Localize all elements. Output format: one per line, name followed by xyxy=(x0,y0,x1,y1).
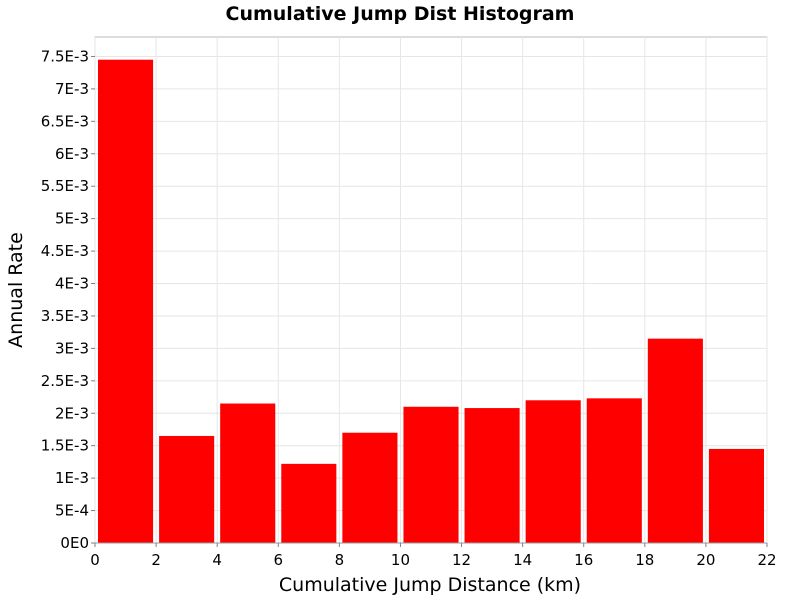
x-tick-label: 2 xyxy=(151,551,161,569)
histogram-bar xyxy=(220,403,276,543)
y-tick-label: 0E0 xyxy=(60,534,89,552)
y-tick-label: 7.5E-3 xyxy=(41,47,89,65)
x-tick-label: 18 xyxy=(635,551,654,569)
histogram-bar xyxy=(647,338,703,543)
x-tick-label: 22 xyxy=(757,551,776,569)
y-tick-label: 5E-3 xyxy=(55,210,89,228)
x-tick-label: 16 xyxy=(574,551,593,569)
x-tick-label: 4 xyxy=(212,551,222,569)
y-tick-label: 2E-3 xyxy=(55,404,89,422)
y-axis-label: Annual Rate xyxy=(5,232,27,348)
y-tick-label: 1.5E-3 xyxy=(41,437,89,455)
y-axis-ticks: 0E0 5E-4 1E-3 1.5E-3 2E-3 2.5E-3 3E-3 3.5E-3 4E-… xyxy=(41,47,95,552)
y-tick-label: 1E-3 xyxy=(55,469,89,487)
y-tick-label: 3E-3 xyxy=(55,339,89,357)
y-tick-label: 7E-3 xyxy=(55,80,89,98)
x-tick-label: 12 xyxy=(452,551,471,569)
x-tick-label: 0 xyxy=(90,551,100,569)
y-tick-label: 4.5E-3 xyxy=(41,242,89,260)
histogram-bar xyxy=(342,432,398,543)
histogram-bar xyxy=(525,400,581,543)
y-tick-label: 6E-3 xyxy=(55,145,89,163)
y-tick-label: 4E-3 xyxy=(55,275,89,293)
histogram-bar xyxy=(708,448,764,543)
x-tick-label: 14 xyxy=(513,551,532,569)
x-tick-label: 10 xyxy=(391,551,410,569)
x-tick-label: 8 xyxy=(335,551,345,569)
x-axis-label: Cumulative Jump Distance (km) xyxy=(279,574,581,596)
y-tick-label: 5.5E-3 xyxy=(41,177,89,195)
y-tick-label: 3.5E-3 xyxy=(41,307,89,325)
x-tick-label: 20 xyxy=(696,551,715,569)
bars xyxy=(95,59,767,544)
histogram-bar xyxy=(281,463,337,543)
y-tick-label: 6.5E-3 xyxy=(41,112,89,130)
histogram-bar xyxy=(464,408,520,543)
histogram-bar xyxy=(159,435,215,543)
histogram-bar xyxy=(586,398,642,543)
y-tick-label: 2.5E-3 xyxy=(41,372,89,390)
y-tick-label: 5E-4 xyxy=(55,502,89,520)
histogram-bar xyxy=(403,406,459,543)
x-tick-label: 6 xyxy=(273,551,283,569)
chart-title: Cumulative Jump Dist Histogram xyxy=(226,3,575,25)
x-axis-ticks: 0 2 4 6 8 10 12 14 16 18 20 22 xyxy=(90,543,777,569)
histogram-bar xyxy=(98,59,154,543)
